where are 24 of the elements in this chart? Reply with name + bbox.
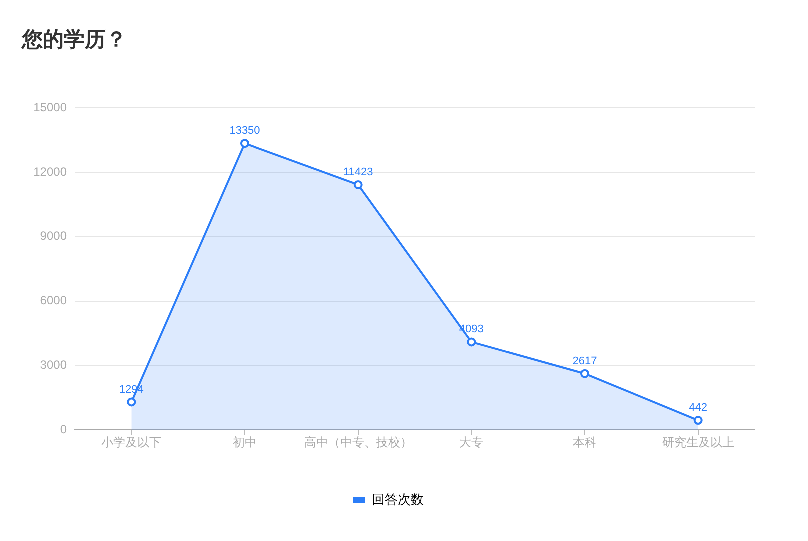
x-tick-label: 本科: [573, 436, 597, 450]
point: [580, 369, 590, 378]
point: [694, 416, 703, 426]
data-label: 13350: [230, 125, 260, 138]
point: [127, 398, 136, 407]
x-tick-label: 研究生及以上: [662, 436, 734, 450]
x-tick-label: 高中（中专、技校）: [304, 436, 412, 450]
x-tick-label: 初中: [233, 436, 257, 450]
data-label: 2617: [572, 355, 598, 368]
chart-title: 您的学历？: [21, 28, 127, 52]
y-tick-label: 3000: [40, 358, 68, 372]
point: [354, 180, 363, 190]
y-tick-label: 6000: [40, 294, 68, 308]
x-tick-label: 小学及以下: [102, 436, 162, 450]
y-tick-label: 0: [60, 422, 68, 436]
y-tick-label: 12000: [34, 164, 68, 179]
y-tick-label: 15000: [34, 100, 68, 115]
point: [240, 139, 250, 148]
y-tick-label: 9000: [40, 229, 68, 244]
legend-label: 回答次数: [372, 492, 424, 508]
x-tick-label: 大专: [460, 436, 484, 450]
data-label: 11423: [343, 166, 374, 178]
data-label: 442: [689, 402, 708, 414]
point: [467, 338, 476, 347]
